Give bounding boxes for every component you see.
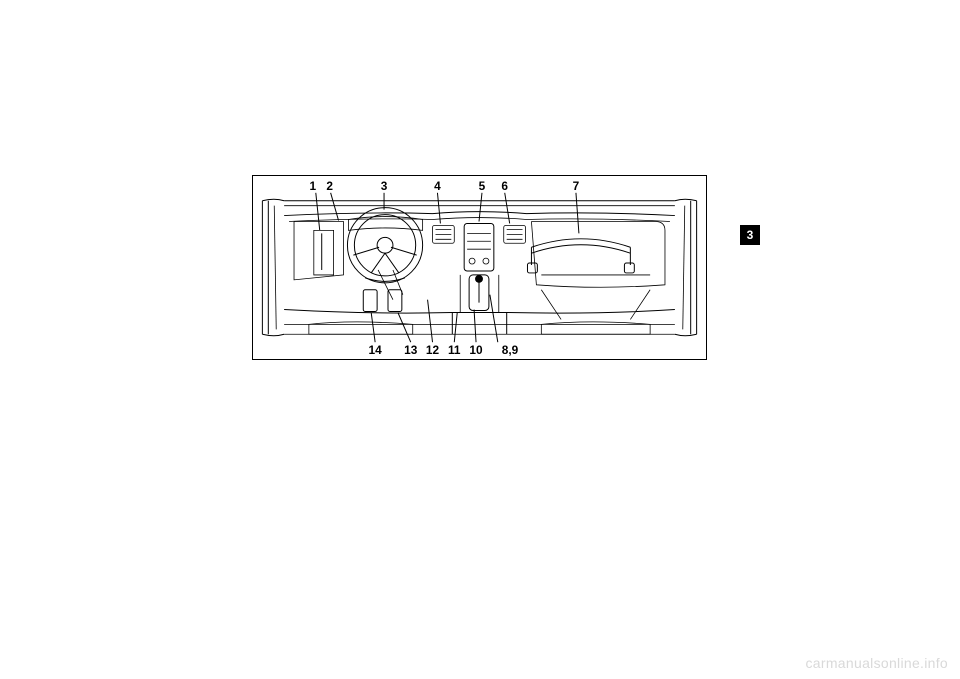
top-callout-3: 3 (381, 179, 388, 193)
dashboard-svg: 1 2 3 4 5 6 7 14 13 12 11 10 8,9 (253, 176, 706, 359)
top-callout-5: 5 (479, 179, 486, 193)
section-tab-label: 3 (747, 228, 754, 242)
bottom-callout-10: 10 (469, 343, 483, 357)
dashboard-diagram-box: 1 2 3 4 5 6 7 14 13 12 11 10 8,9 (252, 175, 707, 360)
pedals (363, 290, 402, 312)
top-callout-7: 7 (573, 179, 580, 193)
top-callout-6: 6 (501, 179, 508, 193)
section-tab: 3 (740, 225, 760, 245)
bottom-callout-13: 13 (404, 343, 418, 357)
watermark: carmanualsonline.info (806, 655, 949, 671)
top-callout-1: 1 (310, 179, 317, 193)
top-callout-4: 4 (434, 179, 441, 193)
manual-page: 1 2 3 4 5 6 7 14 13 12 11 10 8,9 3 carma… (0, 0, 960, 679)
top-callout-2: 2 (326, 179, 333, 193)
shift-lever (469, 275, 489, 311)
bottom-callout-14: 14 (369, 343, 383, 357)
bottom-callout-8-9: 8,9 (502, 343, 519, 357)
bottom-callout-12: 12 (426, 343, 440, 357)
bottom-callout-11: 11 (448, 343, 461, 357)
center-stack (464, 223, 494, 270)
passenger-grab-bar (527, 239, 634, 273)
